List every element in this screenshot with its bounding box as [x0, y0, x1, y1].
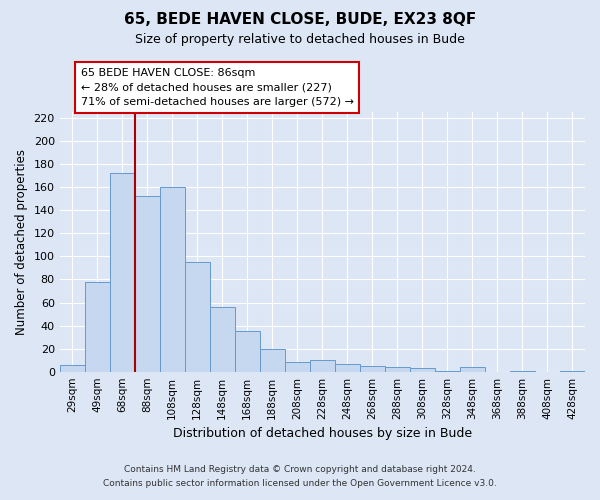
- Bar: [510, 370, 535, 372]
- Bar: [185, 262, 210, 372]
- Bar: [260, 348, 285, 372]
- Bar: [210, 307, 235, 372]
- X-axis label: Distribution of detached houses by size in Bude: Distribution of detached houses by size …: [173, 427, 472, 440]
- Y-axis label: Number of detached properties: Number of detached properties: [15, 149, 28, 335]
- Bar: [160, 187, 185, 372]
- Bar: [59, 365, 85, 372]
- Bar: [135, 196, 160, 372]
- Bar: [235, 332, 260, 372]
- Bar: [360, 366, 385, 372]
- Bar: [110, 174, 135, 372]
- Text: Contains HM Land Registry data © Crown copyright and database right 2024.
Contai: Contains HM Land Registry data © Crown c…: [103, 466, 497, 487]
- Bar: [310, 360, 335, 372]
- Bar: [435, 370, 460, 372]
- Bar: [460, 367, 485, 372]
- Bar: [285, 362, 310, 372]
- Bar: [385, 367, 410, 372]
- Text: Size of property relative to detached houses in Bude: Size of property relative to detached ho…: [135, 32, 465, 46]
- Bar: [85, 282, 110, 372]
- Text: 65, BEDE HAVEN CLOSE, BUDE, EX23 8QF: 65, BEDE HAVEN CLOSE, BUDE, EX23 8QF: [124, 12, 476, 28]
- Bar: [410, 368, 435, 372]
- Bar: [335, 364, 360, 372]
- Bar: [560, 370, 585, 372]
- Text: 65 BEDE HAVEN CLOSE: 86sqm
← 28% of detached houses are smaller (227)
71% of sem: 65 BEDE HAVEN CLOSE: 86sqm ← 28% of deta…: [80, 68, 353, 107]
